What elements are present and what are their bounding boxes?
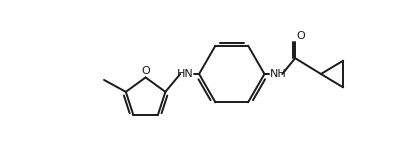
Text: O: O xyxy=(296,31,305,41)
Text: HN: HN xyxy=(176,69,193,79)
Text: O: O xyxy=(141,66,150,77)
Text: NH: NH xyxy=(269,69,286,79)
